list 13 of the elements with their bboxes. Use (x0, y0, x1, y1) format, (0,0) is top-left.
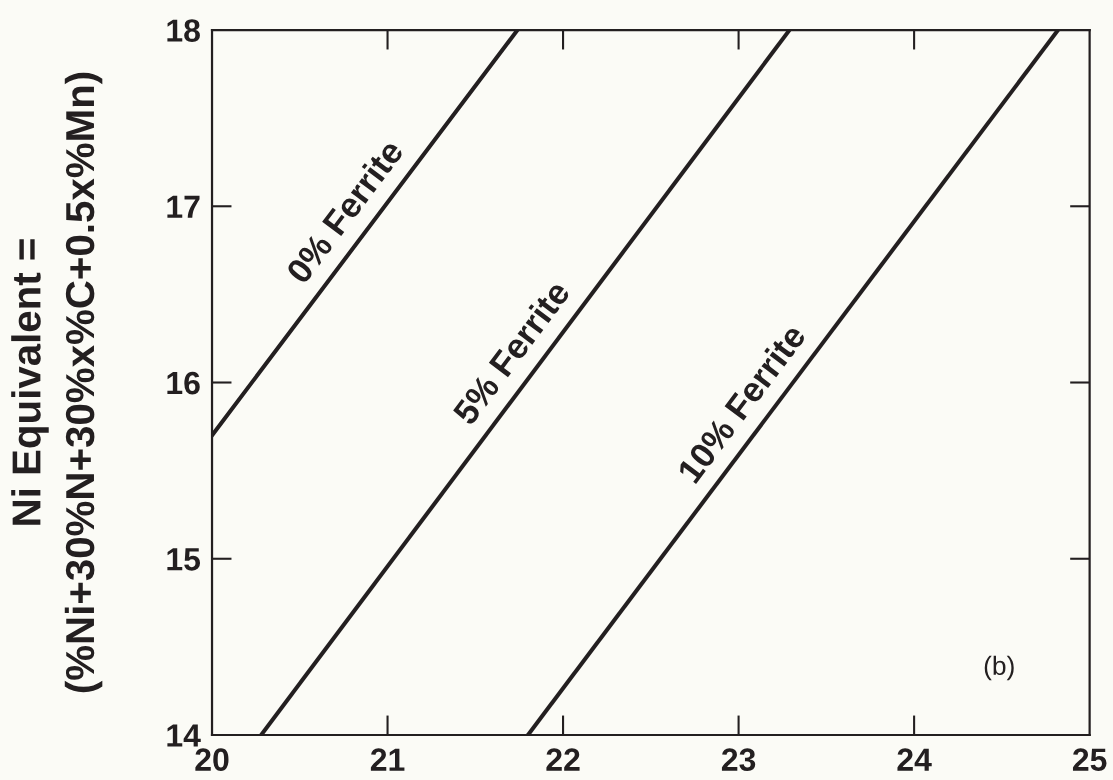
annotation: (b) (984, 655, 1014, 681)
x-tick-label: 20 (195, 748, 229, 771)
y-tick-label: 15 (167, 548, 201, 571)
x-tick-label: 21 (370, 748, 405, 771)
x-tick-label: 25 (1072, 748, 1107, 771)
x-tick-label: 22 (546, 748, 580, 771)
x-tick-label: 23 (721, 748, 756, 771)
y-tick-label: 18 (167, 19, 200, 42)
y-tick-label: 16 (167, 371, 200, 395)
y-tick-label: 14 (167, 724, 201, 747)
x-tick-label: 24 (897, 748, 932, 771)
y-tick-label: 17 (167, 195, 200, 218)
y-axis-title: Ni Equivalent = (%Ni+30%N+30%x%C+0.5x%Mn) (11, 72, 103, 693)
